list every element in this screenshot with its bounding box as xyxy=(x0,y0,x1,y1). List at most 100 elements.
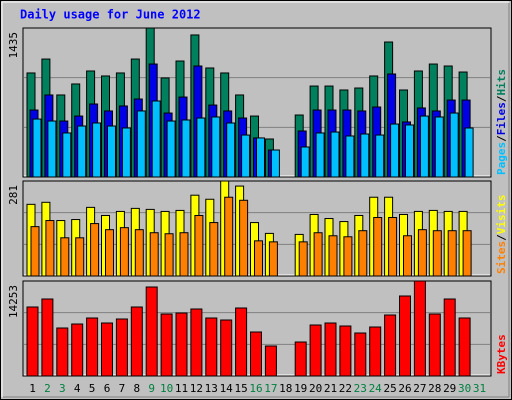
bar xyxy=(241,134,251,178)
x-tick-label: 1 xyxy=(29,382,36,395)
bar xyxy=(75,237,85,277)
bar xyxy=(315,132,325,178)
legend-entry: Files xyxy=(495,102,508,135)
x-tick-label: 26 xyxy=(398,382,411,395)
x-tick-label: 4 xyxy=(74,382,81,395)
x-tick-label: 21 xyxy=(324,382,337,395)
bar xyxy=(309,324,322,377)
x-tick-label: 8 xyxy=(133,382,140,395)
y-tick-label: 281 xyxy=(7,185,20,205)
bar xyxy=(86,317,99,377)
bar xyxy=(134,229,144,277)
bar xyxy=(264,345,277,377)
bar xyxy=(175,312,188,377)
bar xyxy=(105,229,114,277)
bar xyxy=(151,100,161,178)
bar xyxy=(160,313,173,377)
bar xyxy=(384,314,397,377)
x-tick-label: 6 xyxy=(104,382,111,395)
bar xyxy=(26,306,39,377)
bar xyxy=(190,308,203,377)
bar xyxy=(90,223,100,277)
x-tick-label: 11 xyxy=(175,382,188,395)
bar xyxy=(417,229,427,277)
x-tick-label: 3 xyxy=(59,382,66,395)
bar xyxy=(428,313,441,377)
bar xyxy=(388,217,398,277)
bar xyxy=(354,332,367,377)
bar xyxy=(360,133,370,178)
x-tick-label: 5 xyxy=(89,382,96,395)
bar xyxy=(56,327,69,377)
x-tick-label: 20 xyxy=(309,382,322,395)
bar xyxy=(270,149,280,178)
bar xyxy=(373,217,383,277)
bar xyxy=(449,112,459,178)
y-tick-label: 1435 xyxy=(7,32,20,59)
legend: Pages/Files/Hits xyxy=(495,69,508,175)
bar xyxy=(226,122,236,178)
x-tick-label: 19 xyxy=(294,382,307,395)
bar xyxy=(196,117,206,178)
bar xyxy=(268,241,278,277)
x-tick-label: 9 xyxy=(148,382,155,395)
bar xyxy=(239,199,249,277)
legend-entry: Sites xyxy=(495,241,508,274)
bar xyxy=(92,122,102,178)
bar xyxy=(209,222,219,277)
x-tick-label: 29 xyxy=(443,382,456,395)
bar xyxy=(145,286,158,377)
bar xyxy=(119,227,129,277)
bar xyxy=(164,233,174,277)
x-tick-label: 31 xyxy=(473,382,486,395)
x-tick-label: 14 xyxy=(220,382,234,395)
bar xyxy=(130,306,143,377)
bar xyxy=(419,115,429,178)
bar xyxy=(403,235,412,277)
bar xyxy=(375,134,385,178)
bar xyxy=(101,322,113,377)
bar xyxy=(181,119,191,178)
bar xyxy=(358,230,368,277)
legend-entry: Visits xyxy=(495,195,508,235)
x-tick-label: 22 xyxy=(339,382,352,395)
bar xyxy=(235,307,248,377)
x-tick-label: 17 xyxy=(264,382,277,395)
x-tick-label: 2 xyxy=(44,382,51,395)
bar xyxy=(254,240,263,277)
x-tick-label: 10 xyxy=(160,382,173,395)
bar xyxy=(399,295,411,377)
bar xyxy=(220,319,233,377)
bar xyxy=(298,241,308,277)
legend-separator: / xyxy=(495,95,508,102)
bar xyxy=(443,298,456,377)
bar xyxy=(324,322,337,377)
x-tick-label: 27 xyxy=(413,382,426,395)
bar xyxy=(250,331,262,377)
bar xyxy=(345,135,355,178)
bar xyxy=(136,110,146,178)
x-tick-label: 23 xyxy=(354,382,367,395)
bar xyxy=(205,317,218,377)
bar xyxy=(194,214,204,277)
bar xyxy=(166,120,176,178)
bar xyxy=(256,137,265,178)
legend: KBytes xyxy=(495,334,508,374)
bar xyxy=(434,116,444,178)
bar xyxy=(405,124,414,178)
bar xyxy=(328,235,338,277)
bar xyxy=(390,123,400,178)
bar xyxy=(339,325,352,377)
bar xyxy=(107,125,116,178)
legend-separator: / xyxy=(495,234,508,241)
x-tick-label: 15 xyxy=(234,382,247,395)
bar xyxy=(330,131,340,178)
bar xyxy=(343,236,353,277)
bar xyxy=(149,232,159,277)
x-tick-label: 13 xyxy=(205,382,218,395)
bar xyxy=(300,146,310,178)
bar xyxy=(41,298,54,377)
bar xyxy=(179,232,189,277)
x-tick-label: 28 xyxy=(428,382,441,395)
